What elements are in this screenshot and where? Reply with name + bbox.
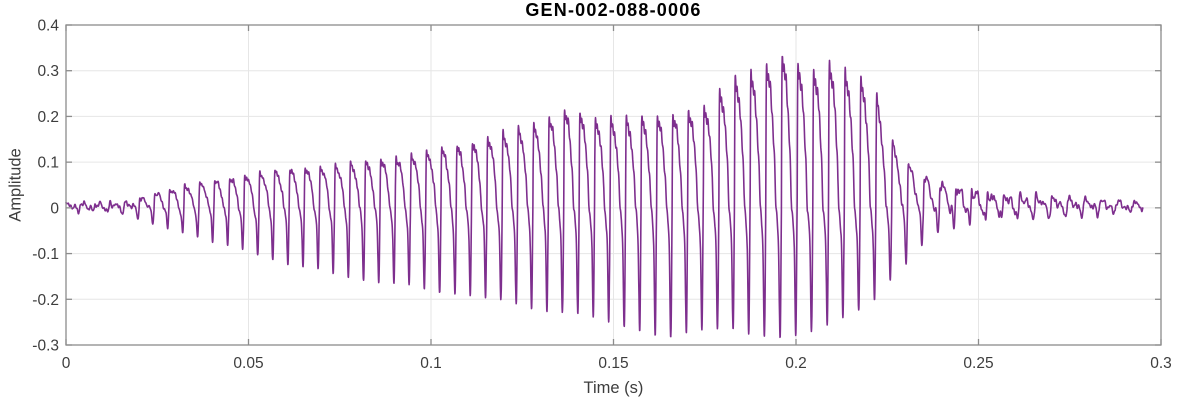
x-tick-label: 0.1 xyxy=(420,355,442,372)
x-axis-label: Time (s) xyxy=(583,379,644,397)
x-tick-label: 0.3 xyxy=(1150,355,1172,372)
x-tick-label: 0.05 xyxy=(233,355,263,372)
chart-title: GEN-002-088-0006 xyxy=(525,0,702,20)
y-tick-label: -0.2 xyxy=(32,292,59,309)
y-tick-label: -0.3 xyxy=(32,338,59,355)
y-axis-label: Amplitude xyxy=(6,148,25,222)
x-tick-label: 0 xyxy=(62,355,71,372)
x-tick-label: 0.2 xyxy=(785,355,807,372)
waveform-path xyxy=(65,55,1144,339)
y-tick-label: 0.3 xyxy=(37,63,59,80)
y-tick-label: 0.4 xyxy=(37,18,59,35)
y-tick-label: 0.1 xyxy=(37,155,59,172)
y-tick-label: -0.1 xyxy=(32,246,59,263)
x-tick-label: 0.25 xyxy=(963,355,993,372)
y-tick-label: 0.2 xyxy=(37,109,59,126)
y-tick-label: 0 xyxy=(50,200,59,217)
x-tick-label: 0.15 xyxy=(598,355,628,372)
